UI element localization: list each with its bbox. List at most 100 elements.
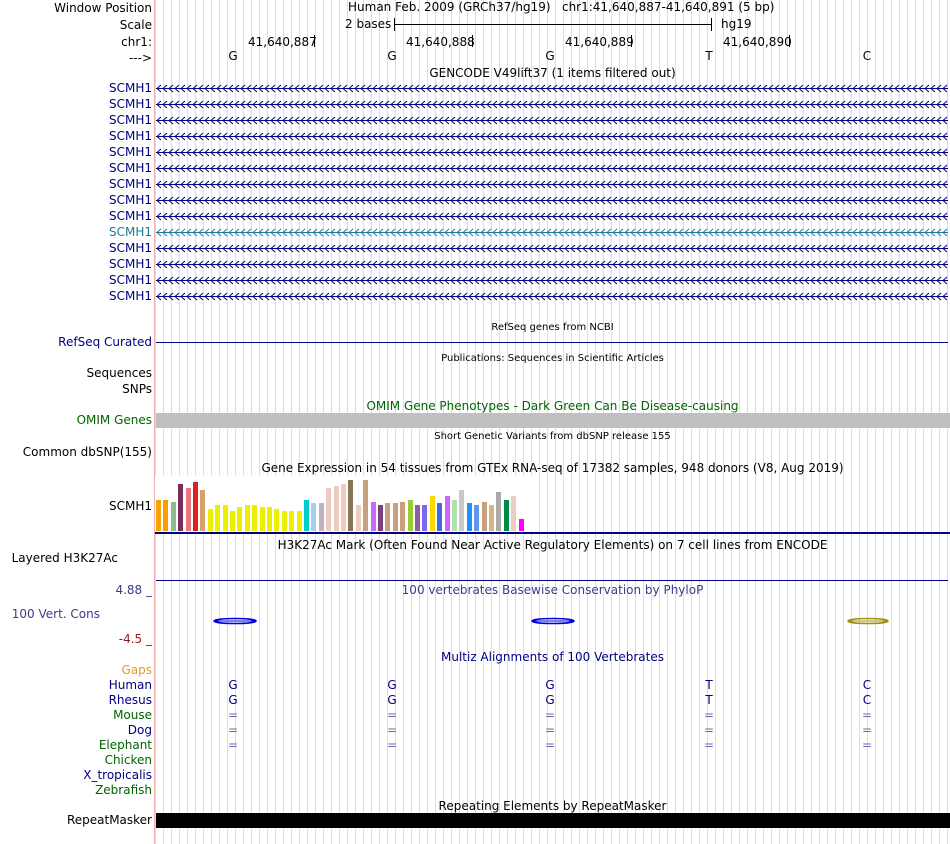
gencode-transcript[interactable] (156, 178, 948, 192)
gtex-tissue-bar[interactable] (311, 503, 317, 531)
repeatmasker-track-title[interactable]: Repeating Elements by RepeatMasker (438, 799, 667, 813)
gencode-transcript[interactable] (156, 98, 948, 112)
gencode-transcript[interactable] (156, 114, 948, 128)
gtex-tissue-bar[interactable] (466, 503, 472, 531)
gtex-tissue-bar[interactable] (444, 496, 450, 531)
phylop-track-title[interactable]: 100 vertebrates Basewise Conservation by… (401, 583, 704, 597)
gtex-tissue-bar[interactable] (207, 509, 213, 531)
gencode-transcript[interactable] (156, 162, 948, 176)
species-label-human[interactable]: Human (108, 678, 152, 692)
repeatmasker-label[interactable]: RepeatMasker (66, 813, 152, 827)
gencode-gene-label[interactable]: SCMH1 (108, 209, 152, 223)
gtex-tissue-bar[interactable] (363, 480, 369, 531)
gencode-gene-label[interactable]: SCMH1 (108, 257, 152, 271)
gencode-gene-label[interactable]: SCMH1 (108, 289, 152, 303)
species-label-chicken[interactable]: Chicken (104, 753, 152, 767)
refseq-label[interactable]: RefSeq Curated (58, 335, 152, 349)
gtex-tissue-bar[interactable] (333, 486, 339, 531)
gtex-tissue-bar[interactable] (437, 503, 443, 531)
gtex-tissue-bar[interactable] (385, 503, 391, 531)
gtex-tissue-bar[interactable] (304, 500, 309, 531)
gtex-tissue-bar[interactable] (503, 500, 509, 531)
gtex-tissue-bar[interactable] (378, 505, 383, 531)
h3k27ac-track-title[interactable]: H3K27Ac Mark (Often Found Near Active Re… (277, 538, 828, 552)
reference-base[interactable]: G (387, 49, 397, 63)
gtex-tissue-bar[interactable] (326, 488, 332, 531)
gtex-tissue-bar[interactable] (489, 505, 494, 531)
reference-base[interactable]: C (862, 49, 872, 63)
gtex-tissue-bar[interactable] (237, 507, 243, 531)
gencode-gene-label[interactable]: SCMH1 (108, 129, 152, 143)
species-label-mouse[interactable]: Mouse (113, 708, 152, 722)
gtex-tissue-bar[interactable] (348, 480, 354, 531)
gaps-label[interactable]: Gaps (121, 663, 152, 677)
gtex-tissue-bar[interactable] (355, 505, 361, 531)
gencode-track-title[interactable]: GENCODE V49lift37 (1 items filtered out) (429, 66, 676, 80)
publications-track-title[interactable]: Publications: Sequences in Scientific Ar… (441, 353, 664, 364)
gtex-tissue-bar[interactable] (215, 505, 221, 531)
gencode-gene-label[interactable]: SCMH1 (108, 161, 152, 175)
gtex-tissue-bar[interactable] (200, 490, 206, 531)
species-label-rhesus[interactable]: Rhesus (108, 693, 152, 707)
gtex-tissue-bar[interactable] (281, 511, 287, 531)
gtex-tissue-bar[interactable] (341, 484, 346, 531)
reference-base[interactable]: G (545, 49, 555, 63)
snps-label[interactable]: SNPs (122, 382, 152, 396)
species-label-elephant[interactable]: Elephant (98, 738, 152, 752)
dbsnp-track-title[interactable]: Short Genetic Variants from dbSNP releas… (434, 431, 671, 442)
gtex-tissue-bar[interactable] (415, 505, 420, 531)
gencode-gene-label[interactable]: SCMH1 (108, 97, 152, 111)
gtex-tissue-bar[interactable] (193, 482, 198, 531)
reference-base[interactable]: G (228, 49, 238, 63)
gtex-tissue-bar[interactable] (244, 505, 250, 531)
gtex-tissue-bar[interactable] (511, 496, 517, 531)
species-label-dog[interactable]: Dog (127, 723, 152, 737)
omim-feature-bar[interactable] (156, 413, 950, 428)
gtex-tissue-bar[interactable] (274, 509, 280, 531)
gtex-tissue-bar[interactable] (289, 511, 295, 531)
gtex-tissue-bar[interactable] (178, 484, 184, 531)
gtex-tissue-bar[interactable] (392, 503, 398, 531)
gencode-transcript[interactable] (156, 274, 948, 288)
gtex-tissue-bar[interactable] (370, 502, 376, 531)
gencode-transcript[interactable] (156, 146, 948, 160)
gtex-tissue-bar[interactable] (422, 505, 428, 531)
gtex-tissue-bar[interactable] (267, 507, 272, 531)
gencode-gene-label[interactable]: SCMH1 (108, 177, 152, 191)
omim-track-title[interactable]: OMIM Gene Phenotypes - Dark Green Can Be… (366, 399, 739, 413)
gencode-transcript[interactable] (156, 258, 948, 272)
gencode-transcript[interactable] (156, 290, 948, 304)
gtex-track-title[interactable]: Gene Expression in 54 tissues from GTEx … (261, 461, 844, 475)
gencode-transcript[interactable] (156, 82, 948, 96)
gencode-gene-label[interactable]: SCMH1 (108, 225, 152, 239)
h3k27ac-label[interactable]: Layered H3K27Ac (11, 551, 118, 565)
gencode-gene-label[interactable]: SCMH1 (108, 273, 152, 287)
gtex-gene-label[interactable]: SCMH1 (108, 499, 152, 513)
gtex-tissue-bar[interactable] (296, 511, 302, 531)
dbsnp-label[interactable]: Common dbSNP(155) (22, 445, 152, 459)
repeatmasker-feature-bar[interactable] (156, 813, 950, 828)
reference-base[interactable]: T (705, 49, 713, 63)
gencode-transcript[interactable] (156, 194, 948, 208)
gencode-gene-label[interactable]: SCMH1 (108, 193, 152, 207)
species-label-x_tropicalis[interactable]: X_tropicalis (83, 768, 152, 782)
gtex-tissue-bar[interactable] (252, 505, 258, 531)
gencode-gene-label[interactable]: SCMH1 (108, 81, 152, 95)
gtex-tissue-bar[interactable] (452, 500, 457, 531)
gtex-tissue-bar[interactable] (185, 488, 191, 531)
gtex-tissue-bar[interactable] (400, 502, 406, 531)
gtex-tissue-bar[interactable] (259, 507, 265, 531)
gencode-gene-label[interactable]: SCMH1 (108, 241, 152, 255)
gtex-tissue-bar[interactable] (318, 503, 324, 531)
gtex-tissue-bar[interactable] (518, 519, 524, 531)
gtex-tissue-bar[interactable] (459, 490, 465, 531)
gtex-tissue-bar[interactable] (170, 502, 176, 531)
gencode-gene-label[interactable]: SCMH1 (108, 113, 152, 127)
gencode-gene-label[interactable]: SCMH1 (108, 145, 152, 159)
gencode-transcript[interactable] (156, 130, 948, 144)
omim-label[interactable]: OMIM Genes (76, 413, 152, 427)
gencode-transcript[interactable] (156, 242, 948, 256)
gtex-tissue-bar[interactable] (429, 496, 435, 531)
multiz-track-title[interactable]: Multiz Alignments of 100 Vertebrates (440, 650, 665, 664)
gtex-bar-chart[interactable] (155, 476, 535, 531)
